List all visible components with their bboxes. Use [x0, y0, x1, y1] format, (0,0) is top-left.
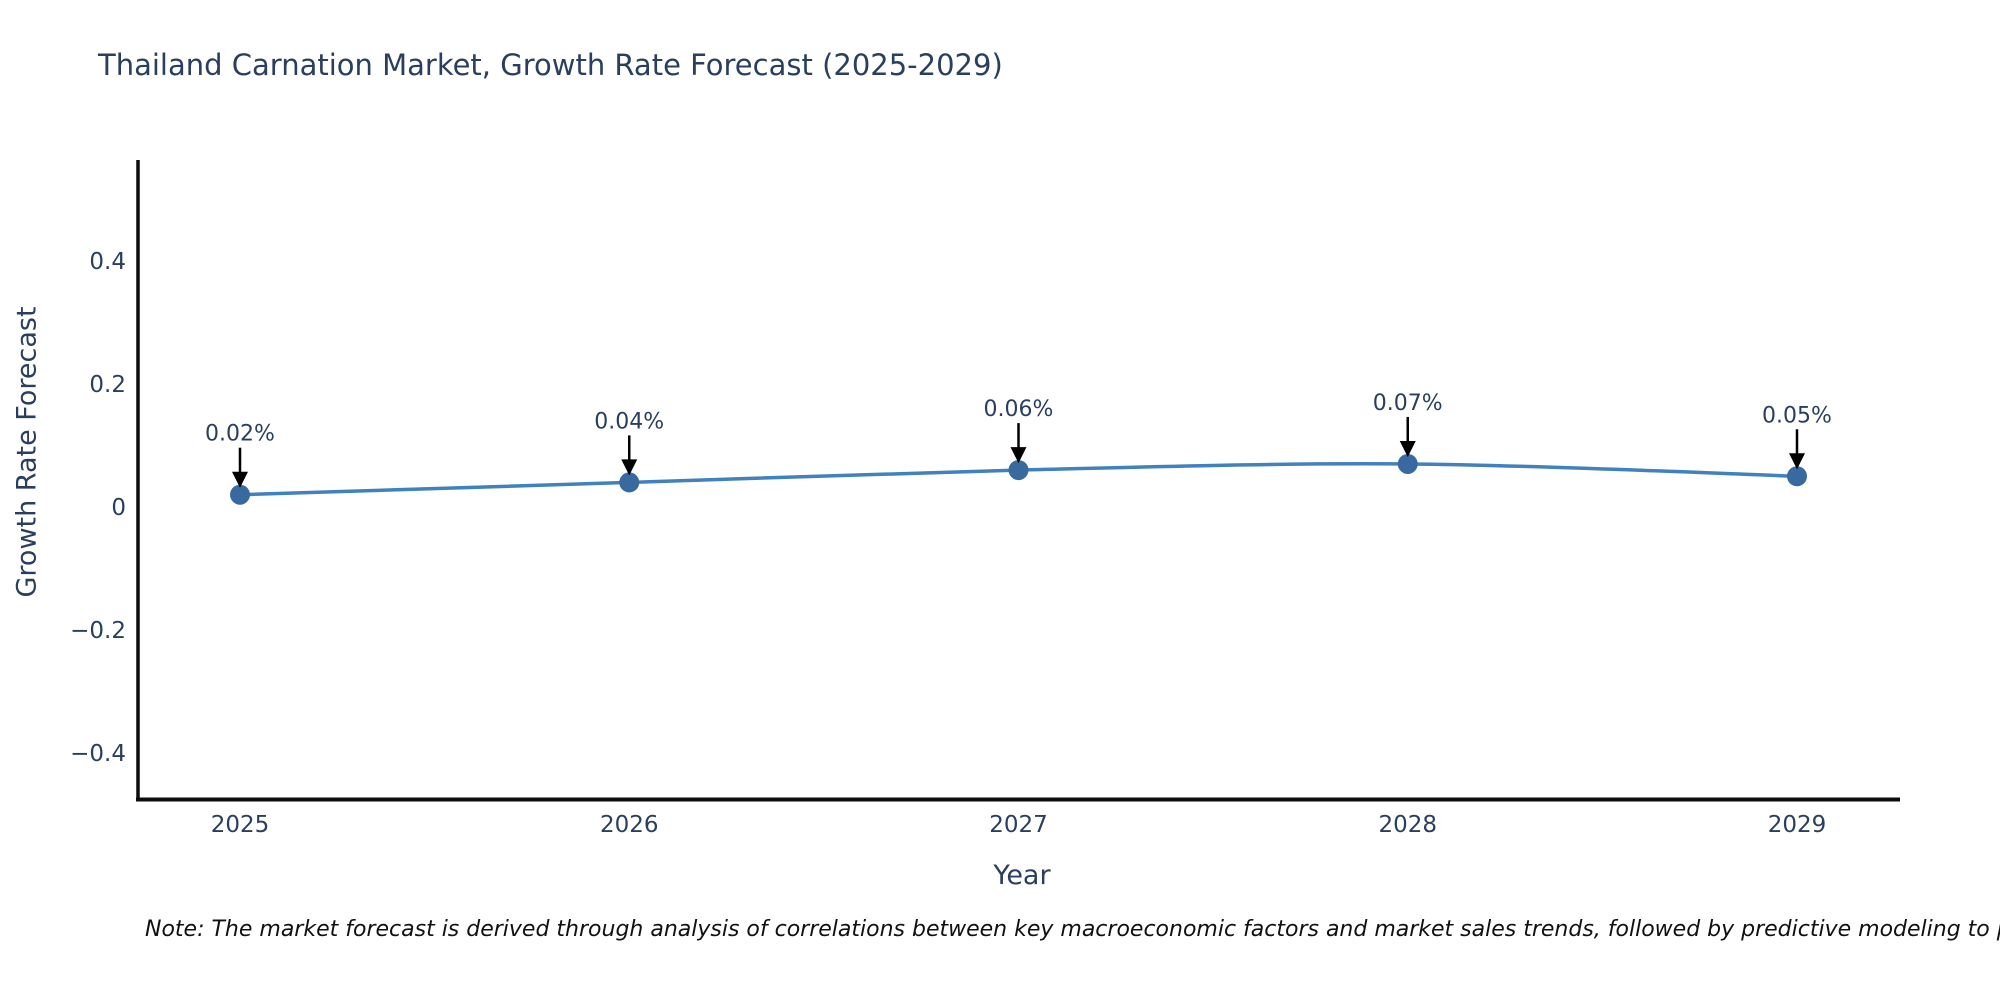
data-point-label: 0.07% [1373, 391, 1443, 416]
x-tick-label: 2026 [600, 812, 659, 838]
x-tick-label: 2027 [989, 812, 1048, 838]
annotation-arrowhead-icon [1010, 447, 1027, 464]
x-tick-label: 2029 [1768, 812, 1827, 838]
annotation-arrowhead-icon [621, 459, 638, 476]
y-axis-title: Growth Rate Forecast [11, 306, 43, 598]
data-point-label: 0.06% [984, 397, 1054, 422]
annotation-arrowhead-icon [1399, 440, 1416, 457]
data-point-marker[interactable] [1397, 453, 1418, 474]
annotation-arrowhead-icon [1789, 453, 1805, 470]
y-tick-label: 0.4 [89, 249, 126, 275]
data-point-marker[interactable] [619, 472, 640, 493]
footnote: Note: The market forecast is derived thr… [145, 917, 2000, 942]
y-tick-label: 0.2 [89, 372, 126, 398]
data-point-label: 0.05% [1762, 403, 1832, 428]
y-tick-label: 0 [111, 495, 126, 521]
y-tick-label: −0.2 [70, 618, 126, 644]
data-point-marker[interactable] [1787, 466, 1807, 487]
y-tick-label: −0.4 [70, 741, 126, 767]
data-point-label: 0.02% [205, 422, 275, 447]
x-tick-label: 2028 [1378, 812, 1437, 838]
x-axis-title: Year [993, 860, 1051, 891]
chart-title: Thailand Carnation Market, Growth Rate F… [98, 48, 1003, 82]
x-tick-label: 2025 [211, 812, 270, 838]
annotation-arrowhead-icon [232, 471, 248, 488]
data-point-marker[interactable] [1008, 460, 1029, 481]
data-point-label: 0.04% [594, 409, 664, 434]
data-point-marker[interactable] [230, 484, 250, 505]
